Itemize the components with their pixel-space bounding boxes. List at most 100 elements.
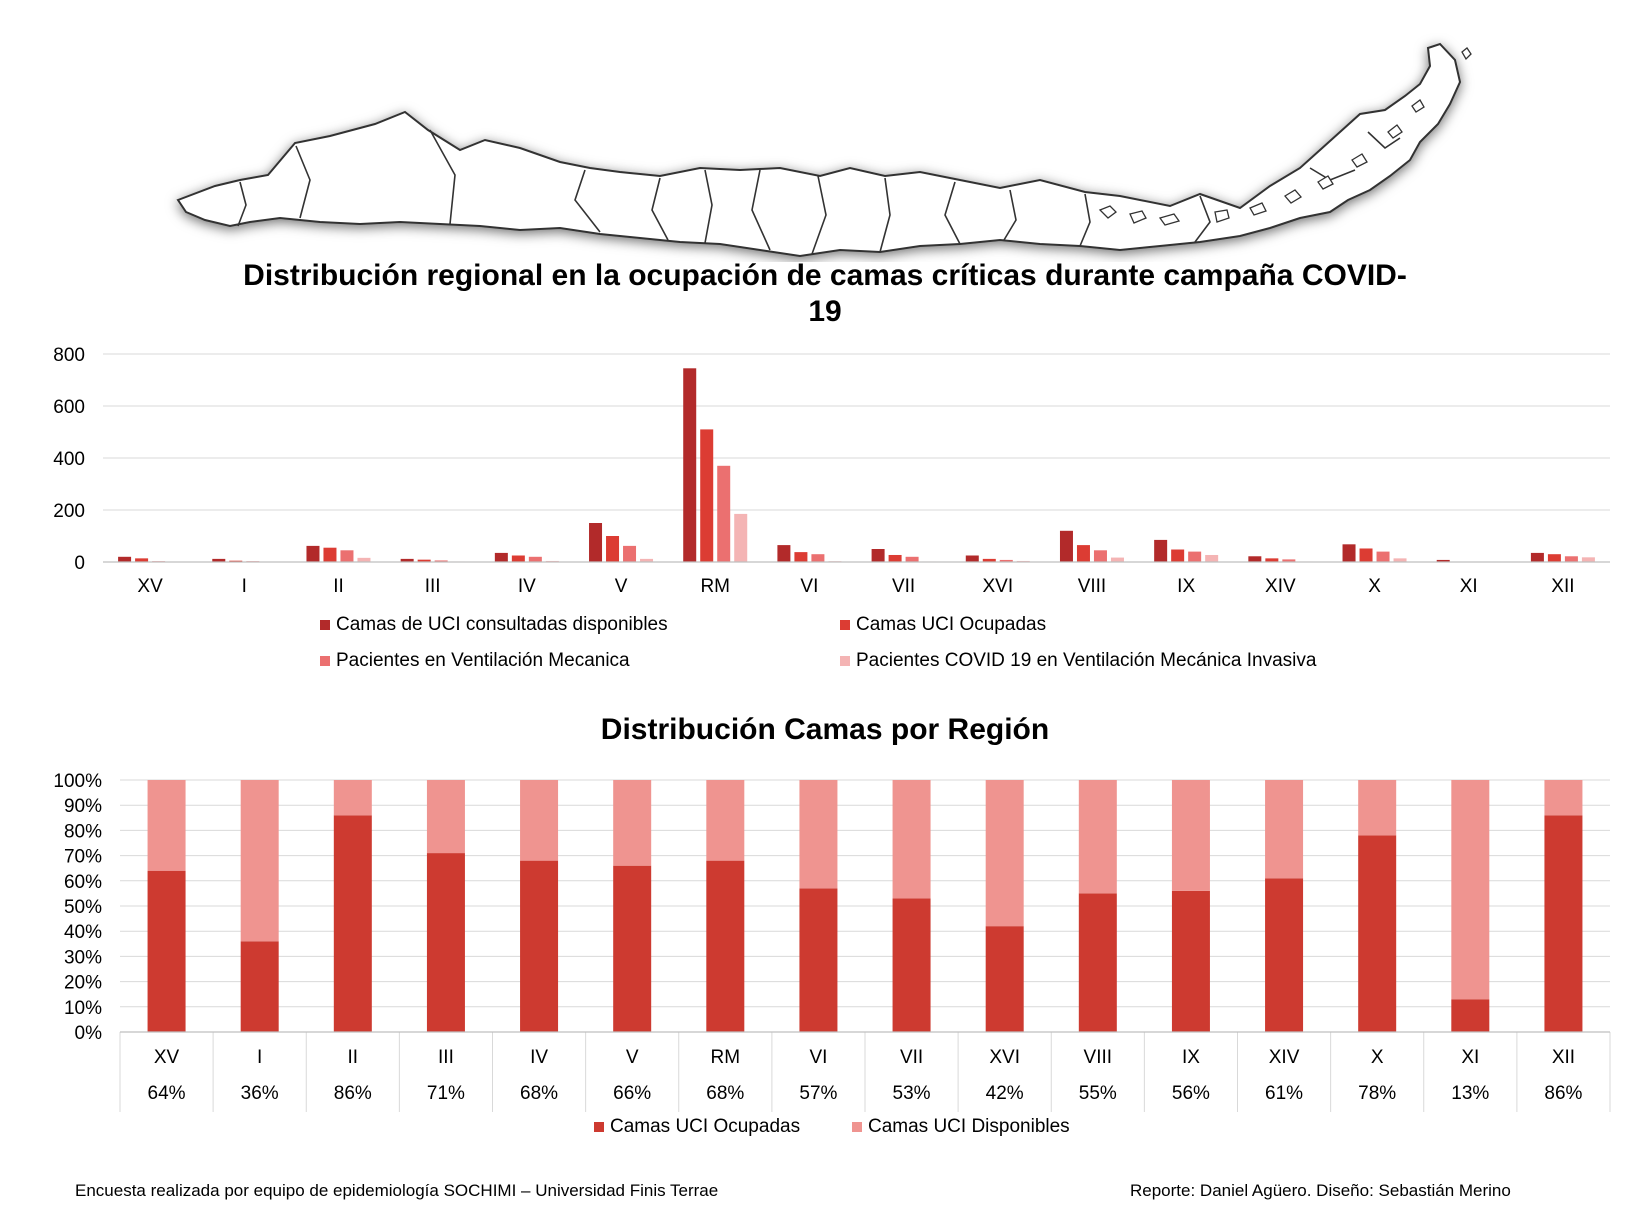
chart-2-table-cell: 78% bbox=[1358, 1083, 1396, 1104]
chart-2-table-cell: 71% bbox=[427, 1083, 465, 1104]
chart-2-bar-occupied bbox=[613, 865, 652, 1032]
chart-1-bar bbox=[1265, 558, 1279, 562]
chart-2-bar-available bbox=[147, 780, 186, 871]
chart-1-bar bbox=[494, 552, 508, 562]
chart-1-bar bbox=[717, 465, 731, 562]
chart-2-bar-available bbox=[426, 780, 465, 854]
chart-2-bar-occupied bbox=[985, 926, 1024, 1032]
footer-source: Encuesta realizada por equipo de epidemi… bbox=[75, 1181, 719, 1200]
chart-2-table-cell: 55% bbox=[1079, 1083, 1117, 1104]
chart-1-bar bbox=[1171, 549, 1185, 562]
chart-1-bar bbox=[700, 429, 714, 562]
chart-2-bar-available bbox=[1451, 780, 1490, 1000]
chart-1-x-tick-label: I bbox=[242, 576, 247, 597]
chart-2-bar-available bbox=[892, 780, 931, 899]
chart-1-legend-swatch bbox=[320, 620, 330, 630]
chart-1-bar bbox=[982, 558, 996, 562]
chart-2-title: Distribución Camas por Región bbox=[600, 713, 1050, 746]
chart-1-y-tick-label: 400 bbox=[53, 449, 85, 470]
chart-2-x-tick-label: XV bbox=[154, 1047, 180, 1068]
chart-1-bar bbox=[1282, 559, 1296, 562]
chart-1-bar bbox=[1154, 539, 1168, 562]
chart-2-y-tick-label: 70% bbox=[64, 847, 102, 868]
chart-2-y-tick-label: 60% bbox=[64, 872, 102, 893]
chart-1-x-tick-label: V bbox=[615, 576, 628, 597]
chart-1-bar bbox=[528, 556, 542, 562]
chart-1-title-line-2: 19 bbox=[808, 295, 842, 328]
chart-1-y-tick-label: 0 bbox=[74, 553, 85, 574]
chart-2-x-tick-label: IV bbox=[530, 1047, 548, 1068]
chart-1-bar bbox=[1530, 552, 1544, 562]
chart-2-bar-available bbox=[985, 780, 1024, 927]
chart-2-bar-available bbox=[1265, 780, 1304, 879]
chart-1-bar bbox=[1564, 556, 1578, 562]
chart-1-bar bbox=[794, 552, 808, 562]
chart-2-bar-available bbox=[706, 780, 745, 861]
chart-2-bar-occupied bbox=[892, 898, 931, 1032]
chart-2-x-tick-label: IX bbox=[1182, 1047, 1200, 1068]
chart-2-x-tick-label: VIII bbox=[1084, 1047, 1113, 1068]
chart-1-legend-label: Pacientes COVID 19 en Ventilación Mecáni… bbox=[856, 650, 1317, 671]
chart-1-x-tick-label: IV bbox=[518, 576, 536, 597]
chart-2-bar-available bbox=[520, 780, 559, 861]
chart-2-x-tick-label: XIV bbox=[1269, 1047, 1300, 1068]
chart-2-table-cell: 66% bbox=[613, 1083, 651, 1104]
chart-1-bar bbox=[1436, 559, 1450, 562]
chart-2-bar-available bbox=[613, 780, 652, 866]
chart-2-bar-occupied bbox=[1544, 815, 1583, 1032]
chart-2-x-tick-label: XII bbox=[1552, 1047, 1575, 1068]
chart-2-bar-occupied bbox=[1078, 893, 1117, 1032]
chart-1-y-tick-label: 800 bbox=[53, 345, 85, 366]
chart-2-x-tick-label: III bbox=[438, 1047, 454, 1068]
chart-1-bar bbox=[1376, 551, 1390, 562]
chart-2-bar-available bbox=[1171, 780, 1210, 891]
chart-1-bar bbox=[905, 556, 919, 562]
chart-1-x-tick-label: RM bbox=[700, 576, 730, 597]
chart-1-bar bbox=[212, 558, 226, 562]
chart-1-y-tick-label: 200 bbox=[53, 501, 85, 522]
chart-2-table-cell: 42% bbox=[986, 1083, 1024, 1104]
chart-1-legend-swatch bbox=[840, 656, 850, 666]
chart-2-table-cell: 36% bbox=[241, 1083, 279, 1104]
chart-2-bar-available bbox=[240, 780, 279, 942]
chart-2-bar-occupied bbox=[1451, 999, 1490, 1032]
chart-2-legend-swatch bbox=[852, 1122, 862, 1132]
chart-1-bar bbox=[623, 545, 637, 562]
chart-1-bar bbox=[734, 513, 748, 562]
chart-1-bar bbox=[1188, 551, 1202, 562]
chart-1-bar bbox=[589, 523, 603, 562]
chart-1-title-line-1: Distribución regional en la ocupación de… bbox=[243, 259, 1407, 292]
chart-2-x-tick-label: I bbox=[257, 1047, 262, 1068]
chart-1-bar bbox=[871, 549, 885, 562]
chart-2-bar-occupied bbox=[520, 860, 559, 1032]
chart-2-x-tick-label: VII bbox=[900, 1047, 923, 1068]
chart-2-y-tick-label: 30% bbox=[64, 947, 102, 968]
chart-1-bar bbox=[888, 554, 902, 562]
chart-2-legend-swatch bbox=[594, 1122, 604, 1132]
chart-1-bar bbox=[1393, 558, 1407, 562]
chart-1-bar bbox=[511, 555, 525, 562]
chart-2-y-tick-label: 10% bbox=[64, 998, 102, 1019]
chart-2-bar-occupied bbox=[706, 860, 745, 1032]
chart-2-bar-occupied bbox=[426, 853, 465, 1032]
chart-2-table-cell: 53% bbox=[893, 1083, 931, 1104]
chart-2-bar-occupied bbox=[1171, 890, 1210, 1032]
chart-2-bar-occupied bbox=[1358, 835, 1397, 1032]
chart-1-bar bbox=[1205, 554, 1219, 562]
chart-1-x-tick-label: XV bbox=[137, 576, 163, 597]
chart-1-x-tick-label: VII bbox=[892, 576, 915, 597]
chart-2-bar-occupied bbox=[147, 870, 186, 1032]
chart-2-y-tick-label: 40% bbox=[64, 922, 102, 943]
chart-2-x-tick-label: XVI bbox=[989, 1047, 1020, 1068]
chart-2-bar-available bbox=[1078, 780, 1117, 894]
chart-2-stacked-percent-bar: 0%10%20%30%40%50%60%70%80%90%100%XV64%I3… bbox=[53, 771, 1611, 1137]
chart-2-table-cell: 64% bbox=[148, 1083, 186, 1104]
chart-2-table-cell: 86% bbox=[334, 1083, 372, 1104]
chart-1-y-tick-label: 600 bbox=[53, 397, 85, 418]
chart-2-x-tick-label: VI bbox=[809, 1047, 827, 1068]
chart-2-table-cell: 13% bbox=[1451, 1083, 1489, 1104]
chart-2-y-tick-label: 20% bbox=[64, 973, 102, 994]
chart-1-x-tick-label: XVI bbox=[982, 576, 1013, 597]
chart-2-bar-available bbox=[1544, 780, 1583, 816]
